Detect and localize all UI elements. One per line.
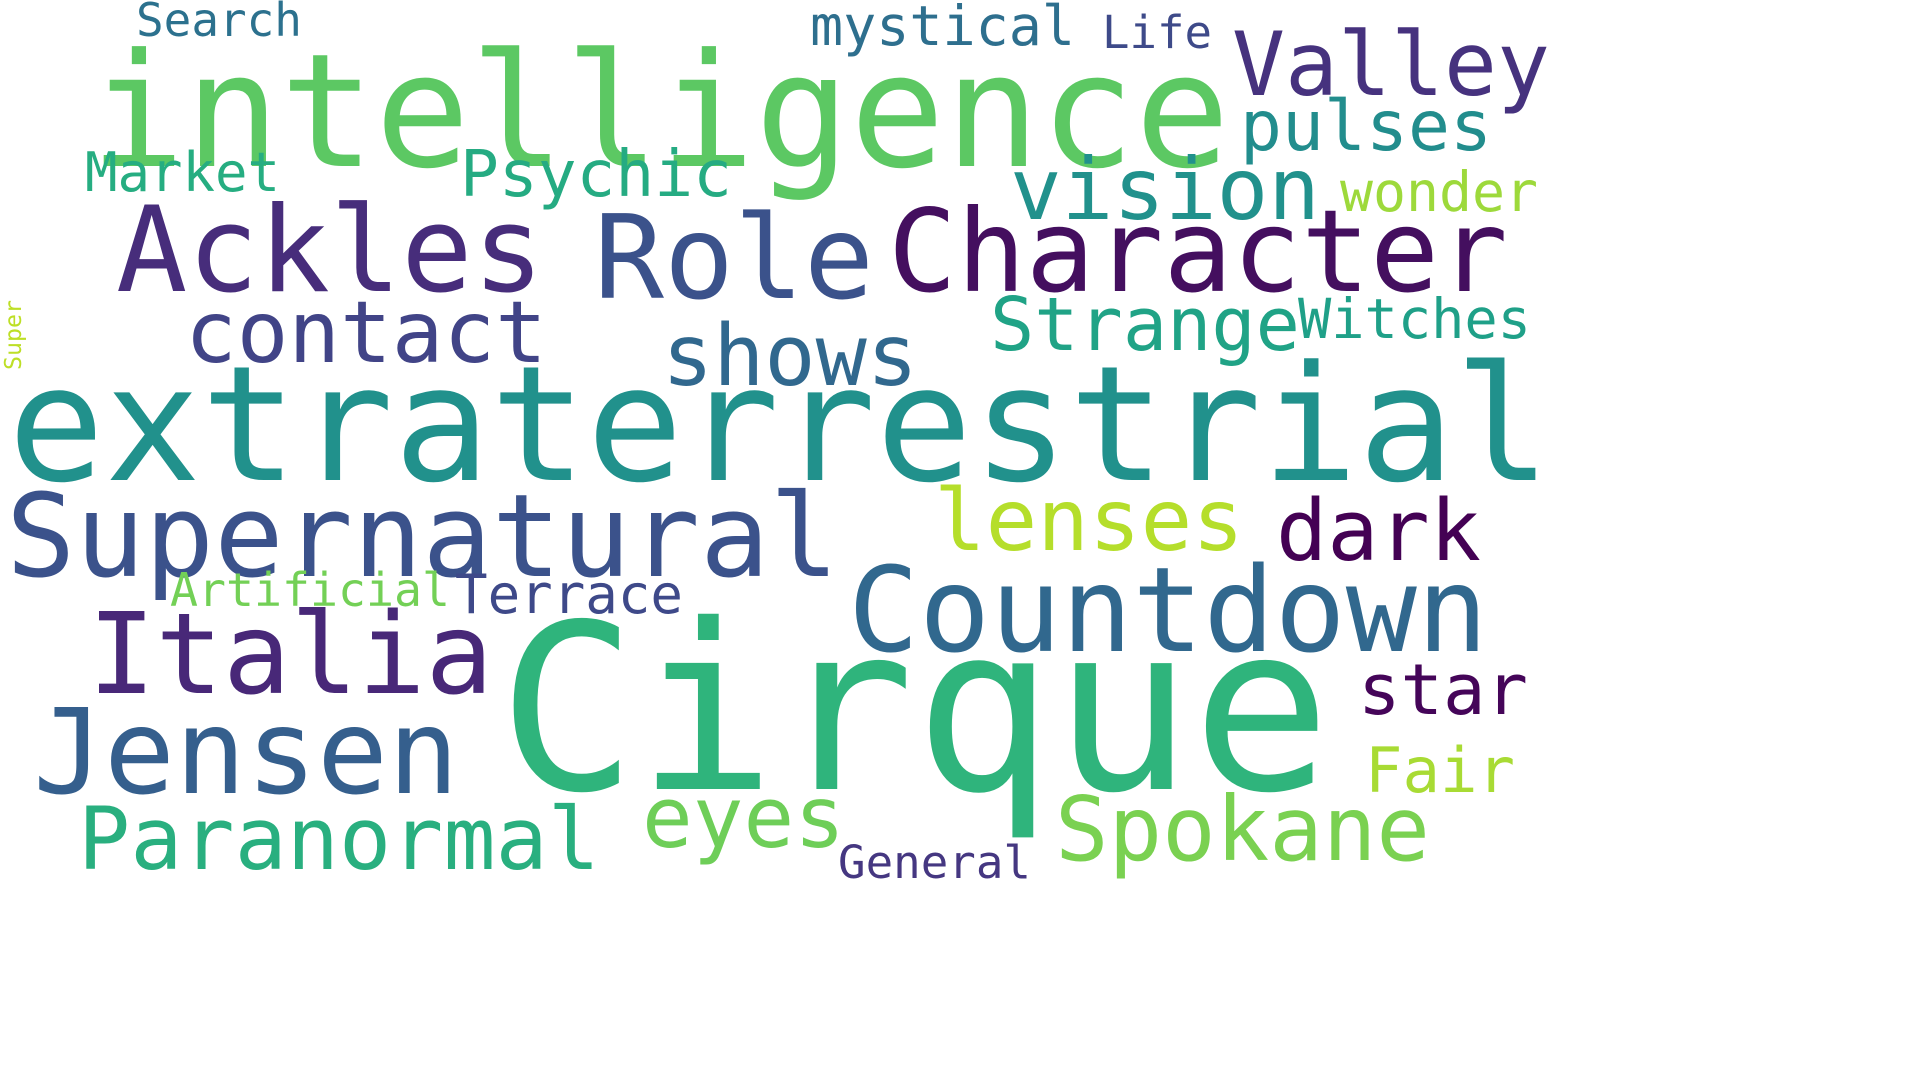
- word-wonder: wonder: [1340, 159, 1538, 224]
- word-ackles: Ackles: [116, 180, 544, 319]
- word-jensen: Jensen: [33, 683, 459, 821]
- word-contact: contact: [185, 283, 547, 384]
- word-super: Super: [0, 300, 27, 370]
- word-italia: Italia: [88, 589, 493, 720]
- word-mystical: mystical: [810, 0, 1075, 58]
- word-artificial: Artificial: [170, 563, 450, 618]
- word-extraterrestrial: extraterrestrial: [8, 330, 1551, 518]
- word-countdown: Countdown: [848, 540, 1488, 679]
- word-psychic: Psychic: [460, 136, 732, 212]
- word-star: star: [1358, 647, 1528, 731]
- word-strange: Strange: [990, 283, 1300, 369]
- word-fair: Fair: [1365, 733, 1515, 807]
- word-shows: shows: [662, 307, 918, 407]
- word-dark: dark: [1276, 482, 1481, 582]
- word-valley: Valley: [1232, 12, 1550, 116]
- word-cirque: Cirque: [498, 575, 1331, 844]
- word-supernatural: Supernatural: [6, 469, 839, 604]
- word-life: Life: [1102, 6, 1212, 60]
- word-pulses: pulses: [1240, 86, 1492, 168]
- word-lenses: lenses: [934, 471, 1244, 572]
- word-intelligence: intelligence: [90, 20, 1230, 204]
- word-market: Market: [85, 141, 280, 204]
- word-spokane: Spokane: [1055, 776, 1430, 881]
- word-general: General: [838, 834, 1031, 889]
- word-witches: Witches: [1298, 288, 1531, 353]
- word-character: Character: [888, 184, 1508, 318]
- word-terrace: Terrace: [455, 562, 683, 626]
- word-paranormal: Paranormal: [78, 790, 600, 891]
- word-vision: vision: [1010, 140, 1320, 241]
- word-eyes: eyes: [642, 768, 845, 867]
- word-role: Role: [594, 191, 874, 327]
- word-search: Search: [136, 0, 302, 48]
